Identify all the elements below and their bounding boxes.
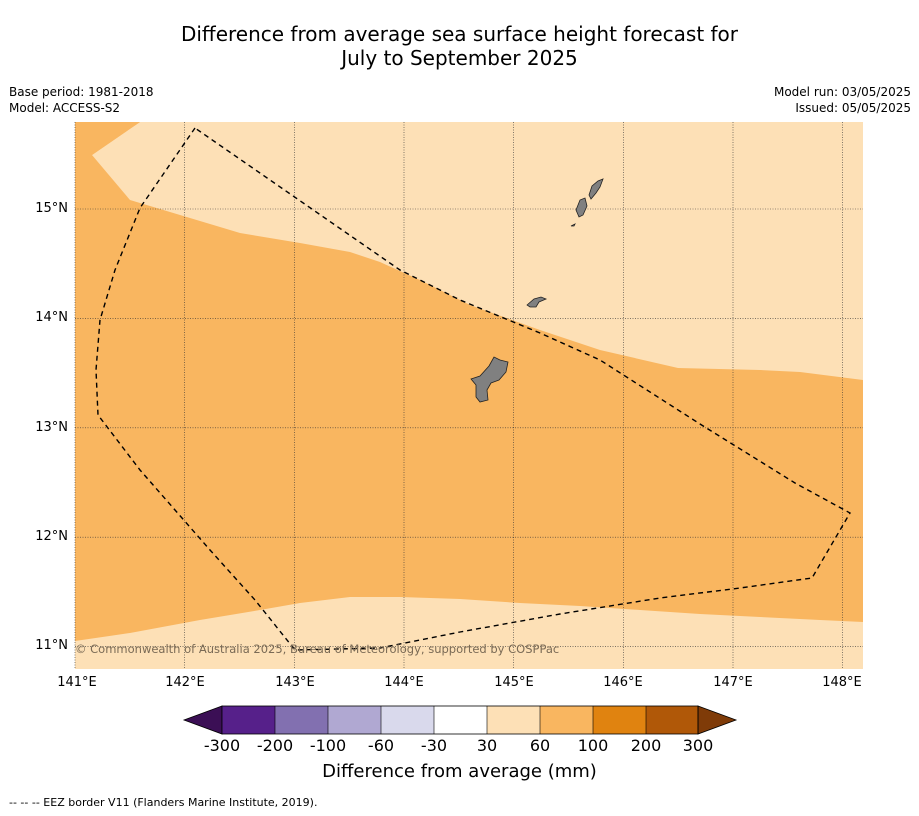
- colorbar-bin-9: [646, 706, 698, 734]
- issued-date: Issued: 05/05/2025: [795, 101, 911, 115]
- lon-tick-148: 148°E: [822, 675, 862, 690]
- anomaly-band-30-60-south: [75, 597, 863, 669]
- lon-tick-144: 144°E: [384, 675, 424, 690]
- colorbar-label: -300: [203, 736, 241, 755]
- anomaly-band-60-100-corner: [75, 122, 140, 155]
- colorbar: [182, 705, 738, 735]
- model-run: Model run: 03/05/2025: [773, 85, 911, 99]
- title-line-1: Difference from average sea surface heig…: [180, 22, 739, 46]
- colorbar-extend-high: [697, 705, 738, 735]
- colorbar-bin-6: [487, 706, 540, 734]
- colorbar-extend-low: [182, 705, 223, 735]
- island-guam: [470, 356, 509, 403]
- colorbar-bin-3: [328, 706, 381, 734]
- base-period: Base period: 1981-2018: [9, 85, 154, 99]
- title-line-2: July to September 2025: [341, 46, 578, 70]
- lon-tick-146: 146°E: [603, 675, 643, 690]
- colorbar-label: 30: [476, 736, 498, 755]
- lat-tick-11: 11°N: [35, 638, 68, 653]
- eez-footnote: -- -- -- EEZ border V11 (Flanders Marine…: [9, 796, 318, 809]
- model-name: Model: ACCESS-S2: [9, 101, 121, 115]
- colorbar-bin-8: [593, 706, 646, 734]
- colorbar-bin-4: [381, 706, 434, 734]
- island-aguijan: [570, 223, 576, 227]
- meta-right: Model run: 03/05/2025 Issued: 05/05/2025: [774, 84, 911, 116]
- colorbar-label: -60: [367, 736, 395, 755]
- colorbar-label: 100: [577, 736, 609, 755]
- colorbar-title: Difference from average (mm): [322, 761, 597, 782]
- island-saipan: [588, 178, 604, 200]
- map-panel: © Commonwealth of Australia 2025, Bureau…: [74, 122, 863, 669]
- gridlines: [74, 122, 863, 669]
- lon-tick-142: 142°E: [165, 675, 205, 690]
- colorbar-label: 200: [630, 736, 662, 755]
- colorbar-bin-1: [222, 706, 275, 734]
- colorbar-bin-7: [540, 706, 593, 734]
- colorbar-label: 60: [529, 736, 551, 755]
- colorbar-bin-2: [275, 706, 328, 734]
- meta-left: Base period: 1981-2018 Model: ACCESS-S2: [9, 84, 154, 116]
- lat-tick-14: 14°N: [35, 310, 68, 325]
- colorbar-label: -100: [309, 736, 347, 755]
- islands: [470, 178, 604, 403]
- lon-tick-143: 143°E: [275, 675, 315, 690]
- island-tinian: [575, 197, 588, 218]
- lat-tick-12: 12°N: [35, 529, 68, 544]
- colorbar-label: 300: [682, 736, 714, 755]
- colorbar-bin-5: [434, 706, 487, 734]
- lat-tick-13: 13°N: [35, 420, 68, 435]
- lon-tick-141: 141°E: [57, 675, 97, 690]
- anomaly-band-30-60-north: [92, 122, 863, 380]
- lon-tick-145: 145°E: [494, 675, 534, 690]
- lon-tick-147: 147°E: [713, 675, 753, 690]
- copyright-notice: © Commonwealth of Australia 2025, Bureau…: [75, 642, 559, 656]
- colorbar-label: -200: [256, 736, 294, 755]
- island-rota: [526, 296, 548, 308]
- lat-tick-15: 15°N: [35, 201, 68, 216]
- colorbar-label: -30: [420, 736, 448, 755]
